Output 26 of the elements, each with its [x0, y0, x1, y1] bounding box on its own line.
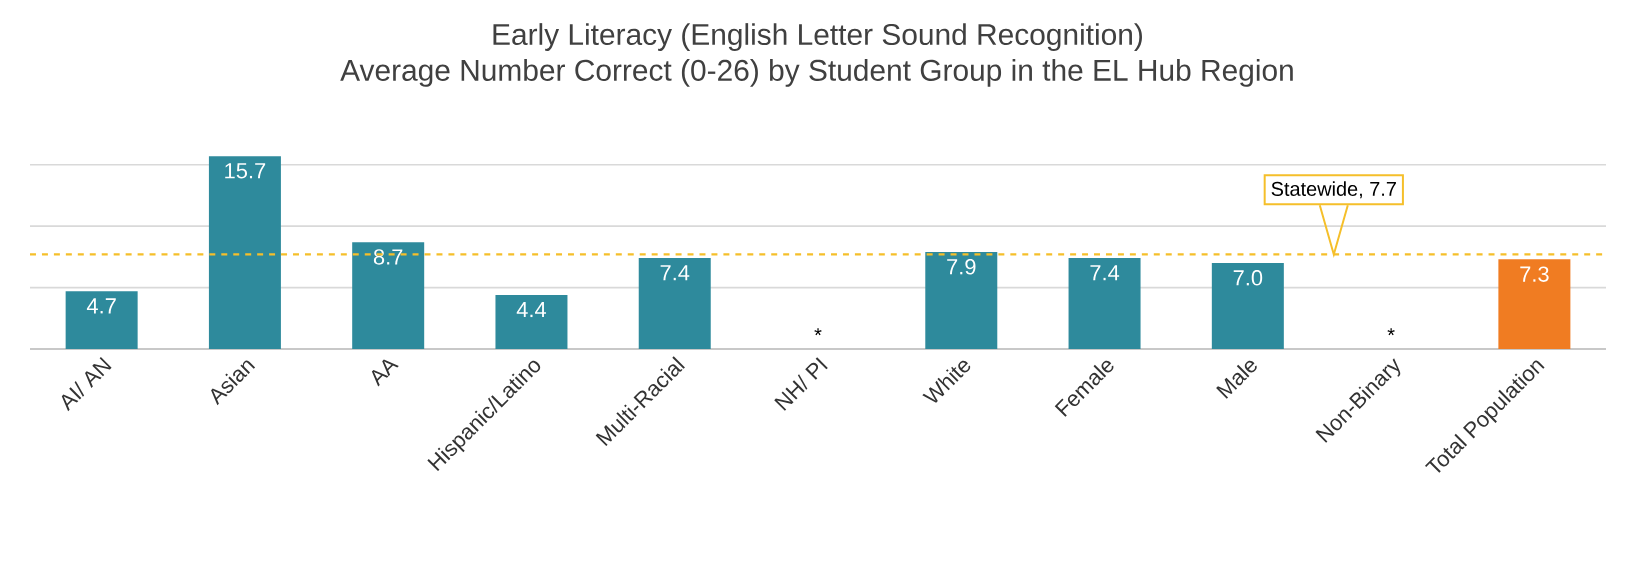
text: *: [814, 328, 822, 336]
text: *: [1387, 328, 1395, 336]
bar: [925, 251, 998, 349]
data-label: 15.7: [225, 163, 266, 179]
chart-subtitle: Average Number Correct (0-26) by Student Group in the EL Hub Region: [340, 59, 1293, 87]
bar: [352, 242, 425, 349]
ref-line-label: Statewide, 7.7: [1271, 181, 1396, 199]
data-label: 7.4: [1090, 265, 1120, 281]
bar: [1068, 258, 1141, 349]
data-label: 4.7: [86, 298, 116, 314]
data-label: 7.9: [947, 259, 976, 275]
x-tick-label: NH/ PI: [774, 357, 828, 411]
data-label: 7.4: [660, 265, 690, 281]
data-label: 8.7: [373, 249, 403, 265]
bar: [638, 258, 711, 349]
bar: [1211, 263, 1284, 349]
bar: [65, 291, 138, 349]
x-tick-label: AA: [371, 359, 399, 387]
bar: [1498, 259, 1571, 349]
x-tick-label: AI/ AN: [61, 357, 112, 412]
data-label: 7.0: [1233, 270, 1263, 286]
bar: [208, 156, 281, 349]
bar: [495, 294, 568, 349]
chart-title: Early Literacy (English Letter Sound Recognition): [493, 23, 1142, 51]
data-label: 4.4: [516, 302, 547, 318]
data-label: 7.3: [1520, 266, 1549, 282]
